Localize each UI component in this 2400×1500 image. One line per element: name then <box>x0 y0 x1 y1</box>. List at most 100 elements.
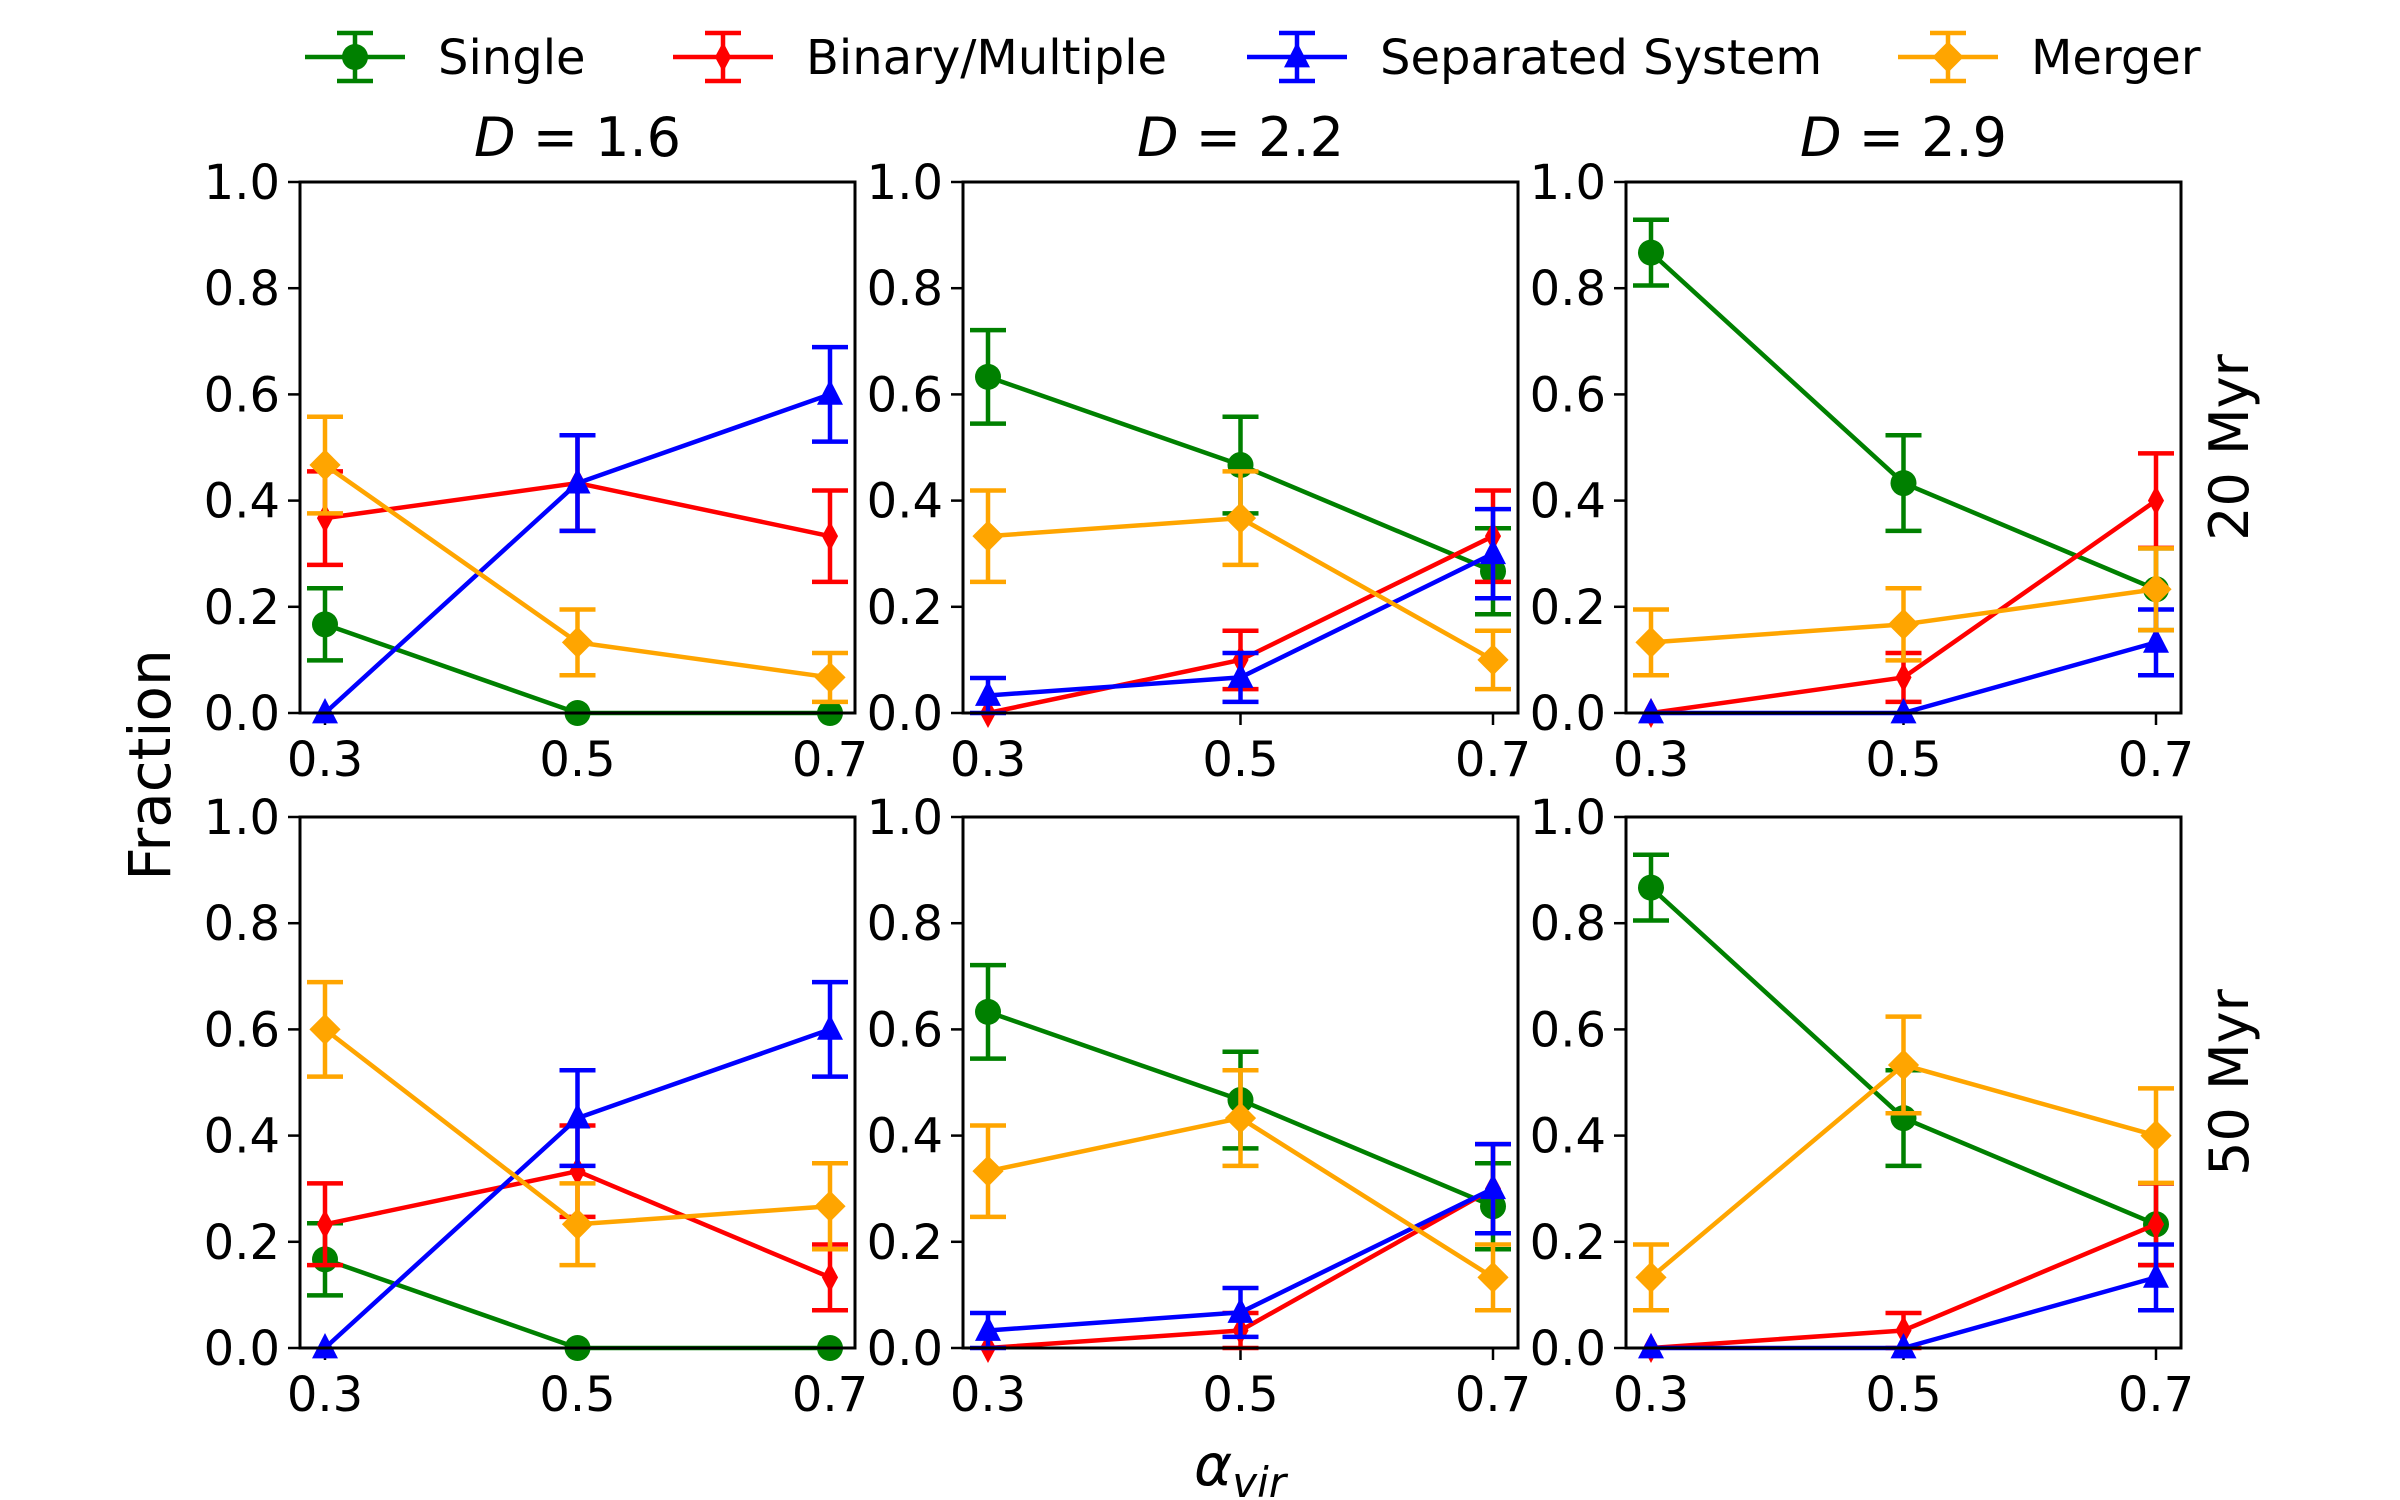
data-point-merger <box>561 626 594 658</box>
data-point-binary-multiple <box>1895 662 1912 693</box>
data-point-separated-system <box>312 698 338 724</box>
x-tick-label: 0.3 <box>950 1367 1026 1423</box>
data-point-separated-system <box>1638 1333 1664 1359</box>
data-point-single <box>1890 470 1917 497</box>
x-tick-label: 0.7 <box>2118 1367 2194 1423</box>
data-point-separated-system <box>564 468 591 494</box>
legend-marker-merger <box>1932 41 1964 73</box>
panel-frame <box>298 180 857 715</box>
data-point-binary-multiple <box>2147 485 2165 516</box>
legend-entry-binary-multiple: Binary/Multiple <box>673 30 1167 86</box>
data-point-merger <box>972 520 1004 552</box>
data-point-merger <box>1224 1102 1257 1134</box>
legend-entry-single: Single <box>305 30 586 86</box>
panel-r0-c0: 0.0 0.2 0.4 0.6 0.8 1.0 0.3 0.5 0.7 <box>204 155 869 788</box>
series-line-single <box>324 1257 830 1351</box>
figure-labels: D = 1.6 D = 2.2 D = 2.9 20 Myr 50 Myr Fractio… <box>116 106 2261 1500</box>
y-tick-label: 1.0 <box>1530 155 1606 211</box>
y-tick-label: 0.4 <box>867 474 943 530</box>
y-tick-label: 0.4 <box>204 474 280 530</box>
data-point-binary-multiple <box>1895 1315 1912 1346</box>
series-binary-multiple <box>979 1141 1511 1363</box>
data-point-separated-system <box>1227 1297 1254 1323</box>
data-point-merger <box>1224 502 1257 534</box>
y-tick-label: 0.8 <box>1530 261 1606 317</box>
series-separated-system <box>312 344 848 724</box>
data-point-separated-system <box>1638 698 1664 724</box>
y-tick-label: 0.6 <box>1530 1002 1606 1058</box>
y-tick-label: 0.8 <box>204 261 280 317</box>
y-tick-label: 1.0 <box>204 790 280 846</box>
y-tick-label: 0.8 <box>204 896 280 952</box>
series-separated-system <box>970 506 1511 716</box>
column-title-1: D = 1.6 <box>474 106 681 169</box>
data-point-single <box>975 363 1001 390</box>
x-tick-label: 0.5 <box>1202 1367 1278 1423</box>
y-tick-label: 1.0 <box>867 155 943 211</box>
series-merger <box>307 979 848 1268</box>
y-tick-label: 1.0 <box>867 790 943 846</box>
series-merger <box>307 414 848 705</box>
y-tick-label: 0.6 <box>867 367 943 423</box>
data-point-binary-multiple <box>821 1262 839 1293</box>
y-tick-label: 0.8 <box>1530 896 1606 952</box>
y-tick-label: 0.4 <box>204 1109 280 1165</box>
x-tick-label: 0.3 <box>950 732 1026 788</box>
series-line-single <box>1649 250 2157 592</box>
panel-frame <box>961 180 1520 715</box>
data-point-separated-system <box>2143 627 2169 653</box>
data-point-merger <box>1635 1261 1667 1293</box>
data-point-separated-system <box>817 379 843 405</box>
panel-r0-c2: 0.0 0.2 0.4 0.6 0.8 1.0 0.3 0.5 0.7 <box>1530 155 2195 788</box>
y-tick-label: 0.2 <box>1530 1215 1606 1271</box>
x-tick-label: 0.3 <box>1613 732 1689 788</box>
data-point-merger <box>814 661 846 694</box>
y-tick-label: 0.2 <box>204 580 280 636</box>
y-tick-label: 0.0 <box>867 686 943 742</box>
x-tick-label: 0.5 <box>1865 1367 1941 1423</box>
series-merger <box>1633 546 2174 678</box>
data-point-merger <box>1477 1261 1509 1293</box>
legend-entry-merger: Merger <box>1898 30 2201 86</box>
panels-grid: 0.00.20.40.60.81.00.3 0.5 0.70.00.20.40.60… <box>204 155 2195 1423</box>
x-tick-label: 0.7 <box>792 732 868 788</box>
series-merger <box>1633 1014 2174 1313</box>
x-tick-label: 0.7 <box>1455 1367 1531 1423</box>
y-tick-label: 0.4 <box>1530 1109 1606 1165</box>
data-point-merger <box>972 1155 1004 1187</box>
legend-marker-binary-multiple <box>714 42 732 72</box>
row-label-1: 20 Myr <box>2198 353 2261 540</box>
y-tick-label: 0.8 <box>867 896 943 952</box>
data-point-separated-system <box>1480 538 1506 565</box>
y-tick-label: 0.0 <box>204 686 280 742</box>
panel-r1-c0: 0.0 0.2 0.4 0.6 0.8 1.0 0.3 0.5 0.7 <box>204 790 869 1423</box>
y-tick-label: 1.0 <box>204 155 280 211</box>
data-point-merger <box>1887 608 1920 640</box>
data-point-merger <box>1477 644 1509 676</box>
panel-r1-c1: 0.0 0.2 0.4 0.6 0.8 1.0 0.3 0.5 0.7 <box>867 790 1532 1423</box>
legend-entry-separated-system: Separated System <box>1247 30 1822 86</box>
row-label-2: 50 Myr <box>2198 988 2261 1175</box>
series-merger <box>970 469 1511 692</box>
series-separated-system <box>970 1141 1511 1351</box>
data-point-separated-system <box>2143 1262 2169 1288</box>
data-point-binary-multiple <box>316 503 334 534</box>
x-tick-label: 0.3 <box>287 1367 363 1423</box>
y-tick-label: 0.6 <box>204 367 280 423</box>
series-single <box>1633 217 2174 633</box>
y-axis-label: Fraction <box>116 649 184 881</box>
data-point-merger <box>2140 1120 2172 1152</box>
data-point-separated-system <box>1227 662 1254 688</box>
x-tick-label: 0.5 <box>539 732 615 788</box>
x-tick-label: 0.3 <box>1613 1367 1689 1423</box>
y-tick-label: 0.2 <box>1530 580 1606 636</box>
x-tick-label: 0.5 <box>1865 732 1941 788</box>
data-point-separated-system <box>975 680 1001 706</box>
legend-marker-separated-system <box>1284 42 1310 68</box>
data-point-merger <box>309 449 341 481</box>
y-tick-label: 0.0 <box>1530 1321 1606 1377</box>
y-tick-label: 0.0 <box>204 1321 280 1377</box>
legend-marker-single <box>342 44 368 70</box>
data-point-merger <box>309 1013 341 1045</box>
